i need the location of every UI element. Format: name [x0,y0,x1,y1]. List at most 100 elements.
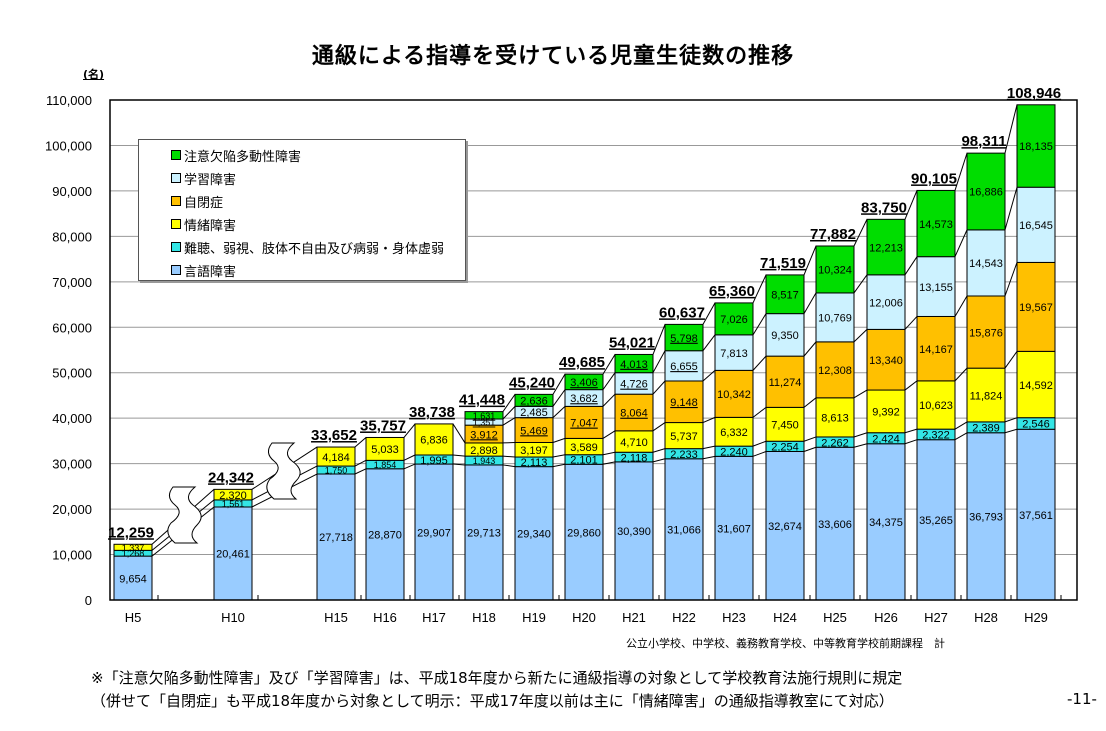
y-tick-label: 10,000 [52,548,92,563]
data-label: 36,793 [969,512,1003,524]
legend-swatch-icon [171,219,181,229]
connector-line [702,369,716,382]
bar-segment [564,463,604,601]
data-label: 31,607 [717,523,751,535]
total-label: 38,738 [409,404,455,421]
total-label: 98,311 [961,133,1006,150]
footnote-2: （併せて「自閉症」も平成18年度から対象として明示：平成17年度以前は主に「情緒… [91,692,894,710]
data-label: 30,390 [617,526,651,538]
data-label: 29,713 [467,528,501,540]
data-label: 14,592 [1019,380,1053,392]
bar-segment [514,393,554,407]
bar-segment [1016,350,1056,419]
data-label: 2,113 [521,457,548,469]
bar-segment [765,355,805,408]
data-label: 33,606 [818,519,852,531]
source-note: 公立小学校、中学校、義務教育学校、中等教育学校前期課程 計 [626,637,945,650]
x-tick-label: H5 [125,610,142,625]
total-label: 24,342 [208,469,254,486]
bar-segment [1016,104,1056,188]
x-tick-label: H22 [672,610,696,625]
data-label: 1,995 [420,455,448,467]
data-label: 15,876 [969,327,1003,339]
x-tick-label: H18 [472,610,496,625]
bar-segment [916,256,956,317]
connector-line [853,443,868,448]
total-label: 54,021 [609,334,655,351]
connector-line [354,437,367,448]
total-label: 65,360 [709,283,755,300]
data-label: 7,450 [771,420,799,432]
connector-line [354,459,367,467]
data-label: 2,546 [1022,419,1050,431]
total-label: 83,750 [861,199,907,216]
bar-segment [414,463,454,601]
bar-segment [664,323,704,352]
bar-segment [815,245,855,294]
connector-line [904,428,918,434]
bar-segment [765,313,805,357]
bar-segment [916,189,956,258]
data-label: 8,517 [771,290,799,302]
data-label: 16,545 [1019,220,1053,232]
connector-line [803,341,817,357]
connector-line [904,256,918,276]
connector-line [1004,187,1018,231]
data-label: 3,406 [570,377,598,389]
bar-segment [966,432,1006,601]
x-tick-label: H20 [572,610,596,625]
data-label: 20,461 [216,549,250,561]
data-label: 10,769 [818,313,852,325]
data-label: 37,561 [1019,510,1053,522]
data-label: 4,710 [620,437,648,449]
connector-line [403,423,416,438]
bar-segment [866,443,906,601]
legend-swatch-icon [171,196,181,206]
legend-label: 情緒障害 [184,219,237,234]
connector-line [502,406,516,420]
data-label: 28,870 [368,530,402,542]
bar-segment [414,423,454,456]
total-label: 49,685 [559,354,605,371]
bar-segment [866,389,906,434]
connector-line [954,295,968,317]
connector-line [552,437,566,443]
data-label: 1,631 [473,411,496,421]
connector-line [452,463,466,466]
connector-line [354,468,367,475]
total-label: 108,946 [1007,85,1061,102]
connector-line [803,446,817,452]
y-axis-unit-label: (名) [83,68,105,81]
bar-segment [916,315,956,382]
connector-line [652,448,666,453]
data-label: 2,240 [720,446,748,458]
connector-line [502,417,516,426]
data-label: 5,033 [371,444,399,456]
data-label: 9,350 [771,330,799,342]
plot-frame [109,99,1078,601]
data-label: 1,351 [473,418,496,428]
connector-line [803,292,817,314]
data-label: 2,233 [670,449,698,461]
bar-segment [714,416,754,447]
x-tick-label: H21 [622,610,646,625]
data-label: 1,268 [122,549,145,559]
connector-line [803,245,817,276]
connector-line [602,354,616,375]
legend-label: 自閉症 [184,196,224,211]
data-label: 2,322 [922,430,950,442]
connector-line [552,406,566,419]
data-label: 1,337 [122,543,145,553]
data-label: 12,213 [869,242,903,254]
connector-line [502,455,516,458]
connector-line [502,464,516,468]
data-label: 2,118 [621,452,648,464]
data-label: 8,064 [620,408,648,420]
y-tick-label: 70,000 [52,275,92,290]
connector-line [652,422,666,432]
x-tick-label: H23 [722,610,746,625]
bar-segment [815,341,855,399]
y-tick-label: 60,000 [52,320,92,335]
legend-swatch-icon [171,173,181,183]
